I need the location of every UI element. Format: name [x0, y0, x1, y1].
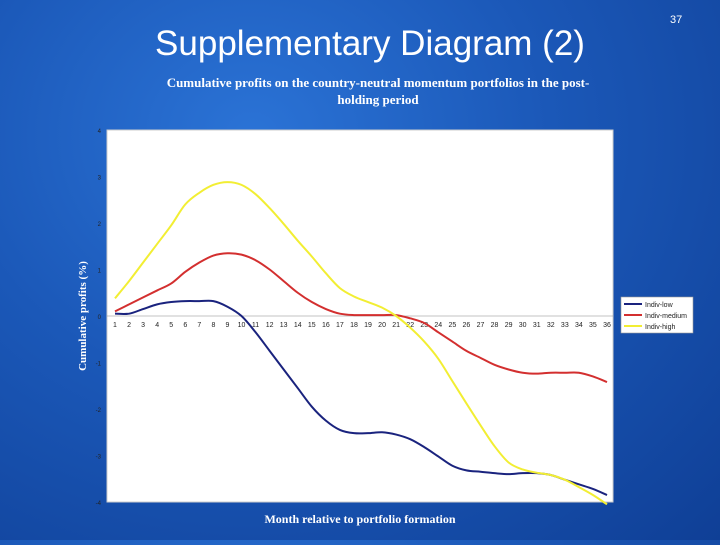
x-tick-label: 24: [434, 322, 442, 329]
x-tick-label: 35: [589, 322, 597, 329]
x-tick-label: 31: [533, 322, 541, 329]
slide-title: Supplementary Diagram (2): [155, 24, 585, 63]
y-tick-label: -1: [96, 362, 102, 368]
y-tick-label: 1: [98, 269, 102, 275]
chart-title-line2: holding period: [337, 92, 419, 107]
x-tick-label: 19: [364, 322, 372, 329]
x-tick-label: 8: [211, 322, 215, 329]
legend-label-low: Indiv-low: [645, 302, 674, 309]
x-tick-label: 32: [547, 322, 555, 329]
x-tick-label: 22: [406, 322, 414, 329]
series-line-low: [114, 299, 608, 496]
x-tick-label: 16: [322, 322, 330, 329]
x-axis: 1 2 3 4 5 6 7 8 9 10 11 12 13 14 15 16 17 18 19 20 21 22 23 24 2…: [107, 315, 613, 329]
x-tick-label: 3: [141, 322, 145, 329]
x-tick-label: 29: [505, 322, 513, 329]
x-tick-label: 27: [477, 322, 485, 329]
legend-label-high: Indiv-high: [645, 324, 675, 331]
x-tick-label: 25: [448, 322, 456, 329]
x-tick-label: 26: [463, 322, 471, 329]
y-axis-label: Cumulative profits (%): [77, 261, 89, 371]
x-tick-label: 7: [197, 322, 201, 329]
x-tick-label: 18: [350, 322, 358, 329]
x-tick-label: 15: [308, 322, 316, 329]
x-tick-label: 10: [238, 322, 246, 329]
y-tick-label: -2: [96, 408, 102, 414]
chart-title-line1: Cumulative profits on the country-neutra…: [167, 75, 590, 90]
y-tick-label: 2: [98, 222, 102, 228]
x-tick-label: 4: [155, 322, 159, 329]
y-axis-ticks: 4 3 2 1 0 -1 -2 -3 -4: [96, 129, 102, 507]
x-tick-label: 17: [336, 322, 344, 329]
x-tick-label: 33: [561, 322, 569, 329]
x-tick-label: 1: [113, 322, 117, 329]
y-tick-label: 3: [98, 176, 102, 182]
x-tick-label: 6: [183, 322, 187, 329]
y-tick-label: 4: [98, 129, 102, 135]
x-tick-label: 20: [378, 322, 386, 329]
x-tick-label: 9: [226, 322, 230, 329]
x-tick-label: 34: [575, 322, 583, 329]
slide-number: 37: [670, 14, 683, 26]
x-tick-label: 11: [252, 322, 259, 329]
series-line-high: [114, 181, 608, 506]
x-tick-label: 23: [420, 322, 428, 329]
x-tick-label: 36: [603, 322, 611, 329]
y-tick-label: -3: [96, 455, 102, 461]
legend: Indiv-low Indiv-medium Indiv-high: [620, 296, 694, 334]
y-tick-label: 0: [98, 315, 102, 321]
x-tick-label: 21: [392, 322, 400, 329]
x-tick-label: 14: [294, 322, 302, 329]
x-tick-label: 30: [519, 322, 527, 329]
legend-label-medium: Indiv-medium: [645, 313, 687, 320]
x-tick-label: 28: [491, 322, 499, 329]
x-tick-label: 12: [266, 322, 274, 329]
x-tick-label: 13: [280, 322, 288, 329]
x-tick-label: 5: [169, 322, 173, 329]
series-line-medium: [114, 252, 608, 383]
series-lines: [114, 181, 608, 506]
x-tick-label: 2: [127, 322, 131, 329]
x-axis-label: Month relative to portfolio formation: [264, 512, 455, 526]
y-tick-label: -4: [96, 501, 102, 507]
